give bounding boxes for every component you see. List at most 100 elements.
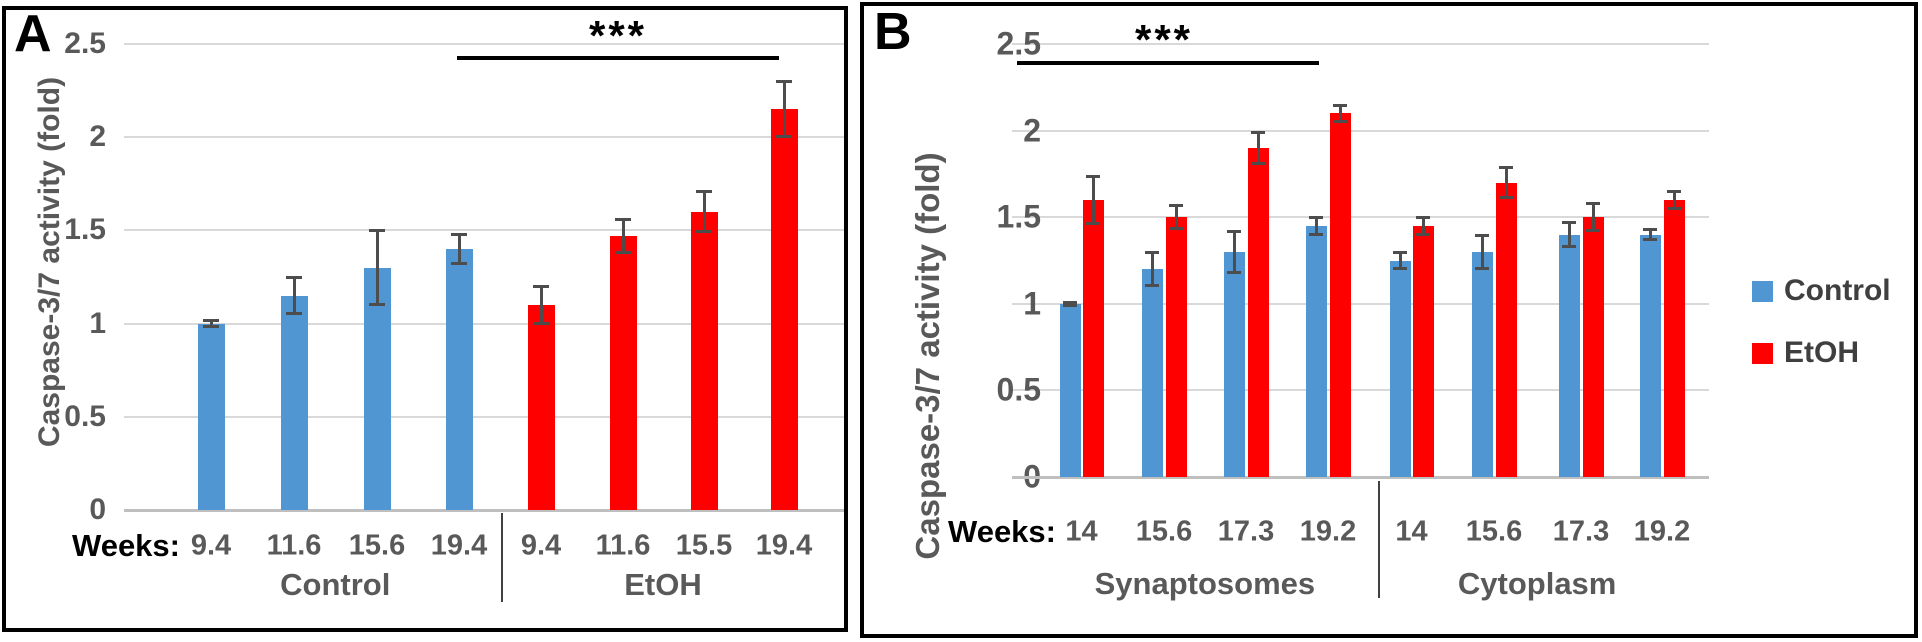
gridline [124,43,844,45]
group-label: Synaptosomes [1094,566,1316,601]
error-bar-cap-bottom [1416,232,1430,236]
error-bar-cap-bottom [1251,161,1265,165]
error-bar-cap-bottom [1309,232,1323,236]
error-bar-cap-top [1499,165,1513,169]
y-axis-title: Caspase-3/7 activity (fold) [33,76,66,448]
bar-etoh-15.6 [1495,182,1517,477]
significance-line [1017,61,1319,65]
error-bar-line [1338,104,1342,122]
week-label: 17.3 [1552,515,1610,548]
y-tick-label: 0.5 [64,399,106,433]
gridline [1012,302,1709,305]
error-bar-cap-top [1562,221,1576,225]
error-bar-cap-top [615,218,631,222]
week-label: 15.5 [675,529,733,562]
error-bar-line [782,81,786,138]
y-tick-label: 0.5 [996,371,1041,408]
error-bar-cap-bottom [1086,222,1100,226]
x-axis-line [1012,476,1709,479]
bar-control-15.6 [1141,269,1163,477]
bar-etoh-19.4 [770,109,798,510]
week-label: 11.6 [266,529,322,562]
y-tick-label: 2 [1023,112,1041,149]
week-label: 14 [1065,515,1098,548]
error-bar-line [1567,222,1571,247]
error-bar-cap-top [1393,250,1407,254]
bar-etoh-9.4 [527,304,555,510]
error-bar-line [539,286,543,324]
panel-letter: A [14,5,52,63]
error-bar-line [1480,234,1484,270]
error-bar-cap-top [286,276,302,279]
error-bar-line [1591,203,1595,232]
y-tick-label: 1 [89,306,106,340]
weeks-prefix-label: Weeks: [72,528,180,563]
error-bar-line [1174,205,1178,230]
week-label: 14 [1395,515,1428,548]
gridline [124,229,844,232]
y-tick-label: 1.5 [996,198,1041,235]
error-bar-cap-bottom [1586,229,1600,233]
week-label: 19.2 [1633,515,1691,548]
error-bar-line [1672,191,1676,209]
week-label: 11.6 [595,529,651,562]
error-bar-cap-bottom [1063,303,1077,307]
bar-etoh-19.2 [1663,199,1685,477]
bar-control-15.6 [363,267,391,510]
error-bar-cap-top [776,80,792,84]
error-bar-cap-bottom [1227,270,1241,274]
error-bar-line [1150,251,1154,287]
gridline [1012,216,1709,219]
error-bar-cap-bottom [203,325,219,329]
significance-line [457,56,779,60]
gridline [124,415,844,418]
legend-swatch-etoh [1752,343,1773,364]
error-bar-cap-top [1309,216,1323,220]
error-bar-cap-top [451,233,467,237]
error-bar-cap-bottom [1333,119,1347,123]
gridline [124,136,844,139]
error-bar-cap-bottom [776,135,792,139]
error-bar-line [1091,175,1095,225]
y-tick-label: 2.5 [996,25,1041,62]
bar-control-14 [1059,303,1081,477]
y-axis-title: Caspase-3/7 activity (fold) [909,152,946,560]
error-bar-cap-top [1475,233,1489,237]
error-bar-cap-top [1667,190,1681,194]
error-bar-cap-bottom [451,261,467,265]
y-tick-label: 0 [89,493,106,526]
group-label: Control [280,567,391,602]
error-bar-cap-top [1063,301,1077,305]
error-bar-cap-top [1169,204,1183,208]
error-bar-cap-bottom [533,321,549,325]
error-bar-cap-bottom [1475,267,1489,271]
error-bar-cap-top [203,318,219,322]
error-bar-line [1648,229,1652,240]
error-bar-cap-bottom [286,312,302,316]
gridline [1012,129,1709,132]
bar-control-19.2 [1639,234,1661,477]
legend-label-etoh: EtOH [1784,336,1859,369]
error-bar-line [1314,217,1318,235]
bar-etoh-14 [1412,225,1434,477]
gridline [1012,43,1709,45]
week-label: 9.4 [190,529,232,562]
week-label: 15.6 [348,529,406,562]
group-divider-line [1378,481,1380,598]
bar-etoh-17.3 [1582,217,1604,477]
legend-label-control: Control [1784,274,1891,307]
group-divider-line [501,513,503,602]
error-bar-cap-top [1086,174,1100,178]
error-bar-cap-top [369,229,385,233]
error-bar-cap-top [1333,103,1347,107]
bar-control-19.2 [1305,225,1327,477]
panel-letter: B [874,3,912,61]
error-bar-cap-top [1416,216,1430,220]
y-tick-label: 1 [1023,285,1041,322]
error-bar-line [702,191,706,233]
bar-control-11.6 [280,295,308,510]
legend-swatch-control [1752,281,1773,302]
error-bar-line [375,230,379,305]
